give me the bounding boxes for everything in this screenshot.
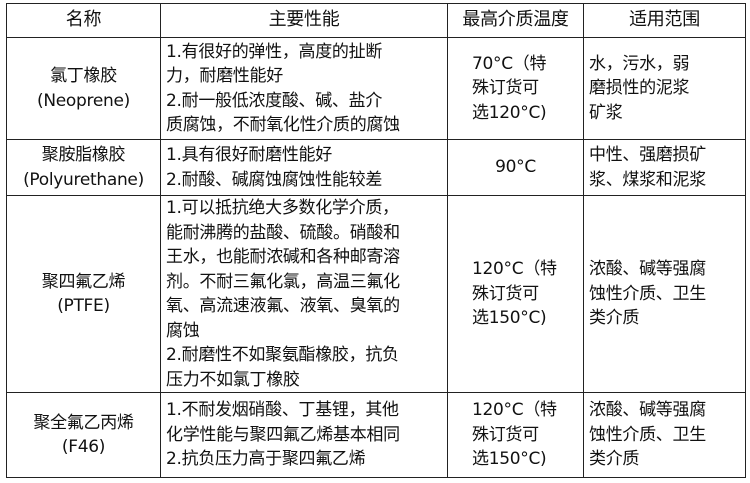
text-line: 压力不如氯丁橡胶 (166, 369, 300, 390)
text-line: (PTFE) (57, 296, 110, 316)
scope: 中性、强磨损矿 浆、煤浆和泥浆 (583, 139, 746, 196)
text-line: 殊订货可 (472, 283, 539, 304)
header-performance: 主要性能 (160, 3, 448, 38)
text-line: 化学性能与聚四氟乙烯基本相同 (166, 424, 400, 445)
text-line: 2.耐一般低浓度酸、碱、盐介 (166, 90, 383, 111)
text-line: 中性、强磨损矿 (589, 145, 706, 165)
scope: 浓酸、碱等强腐 蚀性介质、卫生 类介质 (583, 392, 746, 478)
text-line: 浆、煤浆和泥浆 (589, 169, 706, 190)
text-line: 90°C (495, 157, 536, 178)
table-row: 氯丁橡胶 (Neoprene) 1.有很好的弹性，高度的扯断 力，耐磨性能好 2.耐一… (6, 37, 746, 140)
text-line: 殊订货可 (472, 424, 539, 445)
lining-material-table: 名称 主要性能 最高介质温度 适用范围 氯丁橡胶 (Neoprene) 1.有很好… (6, 3, 746, 478)
text-line: 1.可以抵抗绝大多数化学介质， (166, 198, 399, 218)
text-line: 磨损性的泥浆 (589, 78, 690, 99)
text-line: 120°C（特 (472, 259, 557, 280)
material-name: 聚全氟乙丙烯 (F46) (6, 392, 161, 478)
text-line: 浓酸、碱等强腐 (589, 400, 706, 421)
text-line: 王水，也能耐浓碱和各种邮寄溶 (166, 247, 400, 267)
table-row: 聚胺脂橡胶 (Polyurethane) 1.具有很好耐磨性能好 2.耐酸、碱腐蚀腐… (6, 139, 746, 196)
text-line: 蚀性介质、卫生 (589, 424, 706, 445)
text-line: 选120°C) (472, 102, 547, 123)
text-line: (Neoprene) (37, 90, 130, 111)
text-line: 70°C（特 (472, 53, 547, 74)
header-row: 名称 主要性能 最高介质温度 适用范围 (6, 3, 746, 38)
text-line: 水，污水，弱 (589, 53, 690, 74)
text-line: 力，耐磨性能好 (166, 66, 283, 86)
material-name: 聚胺脂橡胶 (Polyurethane) (6, 139, 161, 196)
performance: 1.具有很好耐磨性能好 2.耐酸、碱腐蚀腐蚀性能较差 (160, 139, 448, 196)
text-line: 聚四氟乙烯 (41, 271, 126, 292)
performance: 1.不耐发烟硝酸、丁基锂，其他 化学性能与聚四氟乙烯基本相同 2.抗负压力高于聚四氟… (160, 392, 448, 478)
text-line: 1.具有很好耐磨性能好 (166, 145, 332, 165)
max-temp: 70°C（特 殊订货可选120°C) (447, 37, 584, 140)
text-line: 2.抗负压力高于聚四氟乙烯 (166, 449, 366, 470)
text-line: 浓酸、碱等强腐 (589, 259, 706, 280)
text-line: 聚全氟乙丙烯 (33, 412, 134, 433)
text-line: 矿浆 (589, 102, 623, 123)
text-line: 2.耐磨性不如聚氨酯橡胶，抗负 (166, 345, 399, 365)
text-line: 选150°C) (472, 308, 547, 329)
text-line: (F46) (61, 437, 106, 457)
text-line: 2.耐酸、碱腐蚀腐蚀性能较差 (166, 169, 383, 190)
text-line: 能耐沸腾的盐酸、硫酸。硝酸和 (166, 222, 400, 243)
header-scope: 适用范围 (583, 3, 746, 38)
max-temp: 120°C（特 殊订货可选150°C) (447, 392, 584, 478)
text-line: 蚀性介质、卫生 (589, 283, 706, 304)
text-line: 类介质 (589, 449, 640, 470)
text-line: 质腐蚀，不耐氧化性介质的腐蚀 (166, 115, 400, 135)
table-row: 聚全氟乙丙烯 (F46) 1.不耐发烟硝酸、丁基锂，其他 化学性能与聚四氟乙烯基本相… (6, 392, 746, 478)
header-name: 名称 (6, 3, 161, 38)
text-line: 剂。不耐三氟化氯，高温三氟化 (166, 271, 400, 292)
text-line: 氧、高流速液氟、液氧、臭氧的 (166, 296, 400, 316)
scope: 水，污水，弱 磨损性的泥浆 矿浆 (583, 37, 746, 140)
text-line: 腐蚀 (166, 320, 200, 341)
table-row: 聚四氟乙烯 (PTFE) 1.可以抵抗绝大多数化学介质， 能耐沸腾的盐酸、硫酸。硝酸… (6, 195, 746, 393)
text-line: 选150°C) (472, 449, 547, 470)
scope: 浓酸、碱等强腐 蚀性介质、卫生 类介质 (583, 195, 746, 393)
text-line: 殊订货可 (472, 78, 539, 99)
text-line: 类介质 (589, 308, 640, 329)
text-line: 聚胺脂橡胶 (41, 145, 126, 165)
text-line: 氯丁橡胶 (50, 66, 117, 86)
material-name: 氯丁橡胶 (Neoprene) (6, 37, 161, 140)
material-name: 聚四氟乙烯 (PTFE) (6, 195, 161, 393)
header-max-temp: 最高介质温度 (447, 3, 584, 38)
performance: 1.可以抵抗绝大多数化学介质， 能耐沸腾的盐酸、硫酸。硝酸和 王水，也能耐浓碱和各种… (160, 195, 448, 393)
max-temp: 120°C（特 殊订货可选150°C) (447, 195, 584, 393)
max-temp: 90°C (447, 139, 584, 196)
text-line: 120°C（特 (472, 400, 557, 421)
performance: 1.有很好的弹性，高度的扯断 力，耐磨性能好 2.耐一般低浓度酸、碱、盐介 质腐蚀，不… (160, 37, 448, 140)
text-line: 1.不耐发烟硝酸、丁基锂，其他 (166, 400, 399, 421)
text-line: 1.有很好的弹性，高度的扯断 (166, 41, 383, 62)
text-line: (Polyurethane) (23, 169, 144, 190)
